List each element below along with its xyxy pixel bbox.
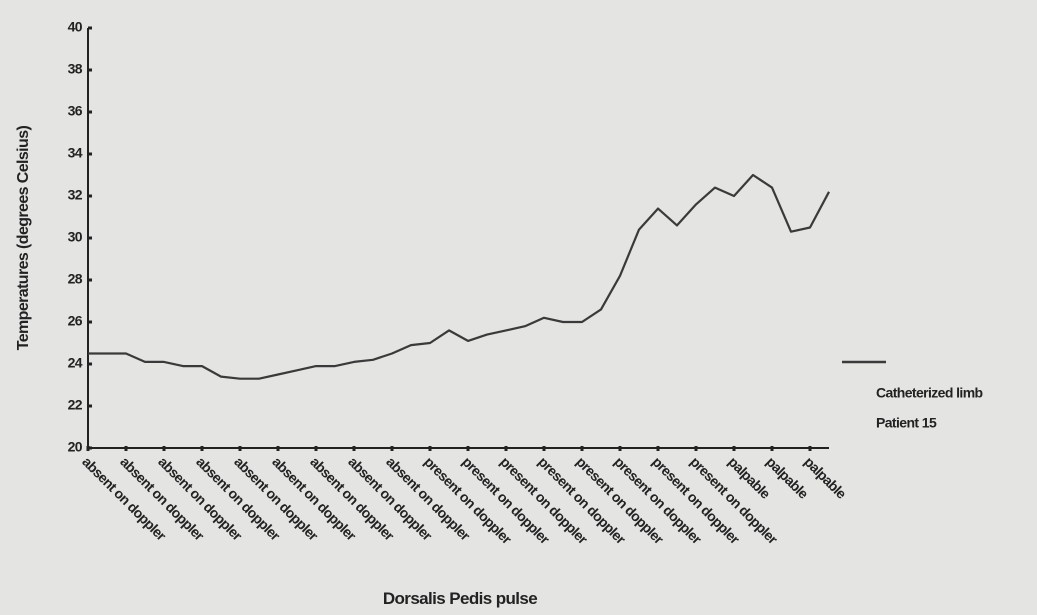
y-tick-label: 36 <box>68 103 83 119</box>
y-tick-label: 38 <box>68 61 83 77</box>
x-axis-title: Dorsalis Pedis pulse <box>383 589 537 608</box>
x-tick-label: palpable <box>801 453 850 502</box>
y-tick-label: 26 <box>68 313 83 329</box>
data-line <box>88 173 830 380</box>
legend-subtitle: Patient 15 <box>876 415 937 431</box>
y-tick-label: 40 <box>68 19 83 35</box>
y-tick-label: 28 <box>68 271 83 287</box>
y-tick-label: 20 <box>68 439 83 455</box>
y-tick-label: 30 <box>68 229 83 245</box>
y-tick-label: 34 <box>68 145 83 161</box>
y-axis-title: Temperatures (degrees Celsius) <box>15 126 32 351</box>
y-tick-label: 32 <box>68 187 83 203</box>
y-tick-label: 22 <box>68 397 83 413</box>
legend-label: Catheterized limb <box>876 385 983 401</box>
y-tick-label: 24 <box>68 355 83 371</box>
